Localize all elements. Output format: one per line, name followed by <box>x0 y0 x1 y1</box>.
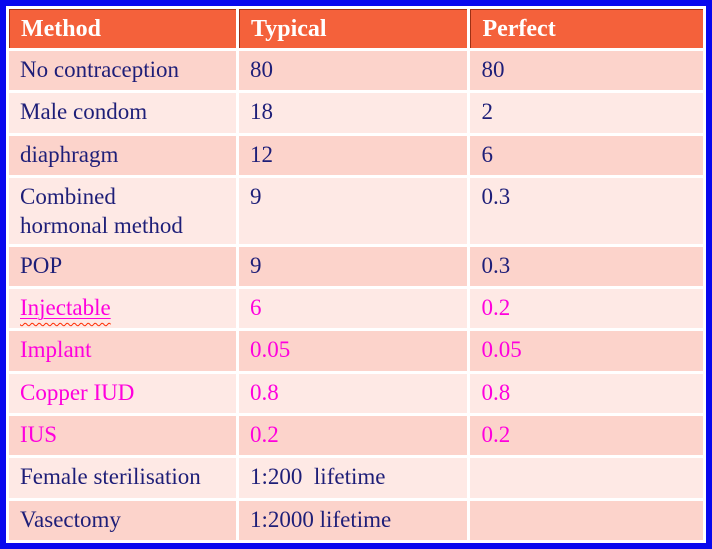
cell-method: Female sterilisation <box>9 458 237 498</box>
cell-method: No contraception <box>9 51 237 91</box>
table-row: diaphragm 12 6 <box>9 135 703 175</box>
table-row: Combined hormonal method 9 0.3 <box>9 177 703 244</box>
cell-perfect: 0.3 <box>470 177 703 244</box>
cell-method: IUS <box>9 416 237 456</box>
cell-perfect: 6 <box>470 135 703 175</box>
cell-method: Male condom <box>9 93 237 133</box>
cell-method: Copper IUD <box>9 373 237 414</box>
cell-typical: 12 <box>239 135 468 175</box>
underlined-text: Injectable <box>20 295 111 321</box>
column-header-perfect: Perfect <box>470 9 703 48</box>
cell-perfect: 2 <box>470 93 703 133</box>
table-row: Injectable 6 0.2 <box>9 289 703 329</box>
cell-method: Implant <box>9 331 237 371</box>
cell-typical: 9 <box>239 177 468 244</box>
table-row: Implant 0.05 0.05 <box>9 331 703 371</box>
cell-typical: 1:200 lifetime <box>239 458 468 498</box>
cell-perfect: 0.8 <box>470 373 703 414</box>
cell-method: POP <box>9 246 237 287</box>
cell-typical: 6 <box>239 289 468 329</box>
cell-perfect: 0.2 <box>470 289 703 329</box>
cell-typical: 1:2000 lifetime <box>239 500 468 540</box>
cell-method: diaphragm <box>9 135 237 175</box>
table-row: POP 9 0.3 <box>9 246 703 287</box>
table-row: Vasectomy 1:2000 lifetime <box>9 500 703 540</box>
table-row: Copper IUD 0.8 0.8 <box>9 373 703 414</box>
cell-method: Injectable <box>9 289 237 329</box>
cell-typical: 9 <box>239 246 468 287</box>
table-row: No contraception 80 80 <box>9 51 703 91</box>
table-row: Female sterilisation 1:200 lifetime <box>9 458 703 498</box>
cell-typical: 80 <box>239 51 468 91</box>
cell-perfect: 0.05 <box>470 331 703 371</box>
cell-perfect <box>470 500 703 540</box>
contraception-failure-rates-table: Method Typical Perfect No contraception … <box>6 6 706 543</box>
cell-perfect <box>470 458 703 498</box>
header-row: Method Typical Perfect <box>9 9 703 48</box>
cell-typical: 0.2 <box>239 416 468 456</box>
table-row: Male condom 18 2 <box>9 93 703 133</box>
table-row: IUS 0.2 0.2 <box>9 416 703 456</box>
column-header-method: Method <box>9 9 237 48</box>
cell-perfect: 80 <box>470 51 703 91</box>
cell-perfect: 0.3 <box>470 246 703 287</box>
cell-method: Combined hormonal method <box>9 177 237 244</box>
cell-method: Vasectomy <box>9 500 237 540</box>
cell-typical: 18 <box>239 93 468 133</box>
cell-typical: 0.8 <box>239 373 468 414</box>
column-header-typical: Typical <box>239 9 468 48</box>
cell-typical: 0.05 <box>239 331 468 371</box>
cell-perfect: 0.2 <box>470 416 703 456</box>
spellcheck-underline: Injectable <box>20 295 111 320</box>
